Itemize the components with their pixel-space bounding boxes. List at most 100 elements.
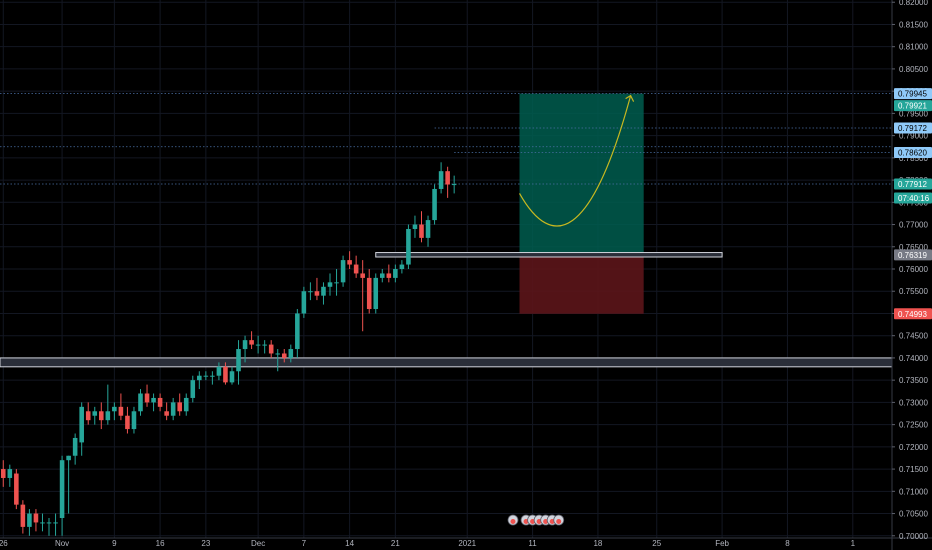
time-tick-label: 18: [593, 539, 602, 548]
candle-body: [0, 469, 6, 478]
price-badge: [894, 122, 932, 134]
price-badge-label: 0.79945: [898, 90, 927, 99]
candle-body: [386, 273, 392, 278]
candle-body: [53, 522, 58, 524]
candle-body: [27, 513, 32, 527]
candle-body: [393, 269, 398, 278]
candle-body: [14, 473, 19, 505]
events-layer: [507, 514, 565, 526]
time-tick-label: Feb: [715, 539, 729, 548]
candle-body: [157, 397, 163, 407]
candle-body: [295, 313, 300, 350]
time-tick-label: 11: [528, 539, 537, 548]
price-tick-label: 0.72000: [899, 443, 928, 452]
price-badge: [894, 147, 932, 159]
candle-body: [99, 411, 104, 421]
candle-body: [373, 277, 379, 310]
grid-layer: [0, 0, 892, 538]
price-tick-label: 0.73500: [899, 376, 928, 385]
candle-body: [59, 460, 65, 518]
time-tick-label: 7: [302, 539, 307, 548]
candle-body: [308, 291, 313, 293]
price-tick-label: 0.81000: [899, 43, 928, 52]
candle-body: [412, 224, 418, 229]
candle-body: [112, 406, 117, 412]
candle-body: [288, 349, 294, 358]
price-badge: [894, 178, 932, 190]
price-tick-label: 0.75500: [899, 287, 928, 296]
price-badge: [894, 308, 932, 320]
price-tick-label: 0.81500: [899, 20, 928, 29]
time-tick-label: 23: [201, 539, 210, 548]
candle-body: [151, 397, 156, 403]
drawings-layer: [518, 94, 635, 227]
candle-body: [432, 188, 437, 221]
price-tick-label: 0.82000: [899, 0, 928, 7]
candle-body: [399, 264, 405, 269]
price-badge: [894, 249, 932, 261]
candle-body: [105, 411, 111, 421]
candle-body: [72, 437, 78, 456]
support-zone: [0, 357, 893, 368]
time-tick-label: 26: [0, 539, 8, 548]
price-badge-label: 07:40:16: [898, 194, 930, 203]
position-loss-zone: [519, 254, 644, 314]
price-badge-label: 0.79921: [898, 102, 927, 111]
time-tick-label: 21: [391, 539, 400, 548]
candle-body: [92, 411, 98, 416]
candle-body: [203, 375, 209, 377]
candle-body: [419, 224, 424, 238]
candle-body: [353, 264, 359, 274]
price-tick-label: 0.79000: [899, 132, 928, 141]
candle-body: [314, 291, 320, 296]
candle-body: [190, 380, 196, 398]
candles-layer: [0, 162, 457, 536]
price-tick-label: 0.70000: [899, 532, 928, 541]
candle-body: [79, 406, 84, 443]
price-tick-label: 0.76500: [899, 243, 928, 252]
time-tick-label: Nov: [55, 539, 69, 548]
candle-body: [406, 228, 411, 265]
candle-body: [144, 393, 150, 403]
candle-body: [223, 366, 228, 383]
price-tick-label: 0.74000: [899, 354, 928, 363]
price-badge-label: 0.78620: [898, 149, 927, 158]
candle-body: [210, 375, 215, 377]
price-badges-layer: 0.79945 0.79921 0.79172 0.78620 0.77912 07:40…: [894, 88, 932, 320]
candle-body: [275, 353, 281, 355]
price-badge-label: 0.76319: [898, 251, 927, 260]
price-tick-label: 0.71500: [899, 465, 928, 474]
time-tick-label: 1: [851, 539, 856, 548]
candle-body: [379, 273, 385, 278]
projection-curve: [518, 95, 632, 227]
candle-body: [281, 353, 287, 358]
candle-body: [66, 455, 71, 461]
candle-body: [255, 344, 261, 346]
candle-body: [20, 504, 26, 527]
candle-body: [334, 282, 339, 284]
time-tick-label: 14: [345, 539, 354, 548]
candle-body: [445, 171, 450, 185]
candle-body: [360, 273, 365, 278]
time-tick-label: 9: [112, 539, 117, 548]
candle-body: [327, 282, 333, 287]
time-tick-label: 16: [156, 539, 165, 548]
price-tick-label: 0.78500: [899, 154, 928, 163]
candle-body: [249, 340, 254, 345]
candle-body: [164, 411, 169, 416]
candle-body: [347, 260, 352, 265]
time-tick-label: Dec: [251, 539, 265, 548]
candle-body: [268, 344, 274, 354]
candle-body: [33, 513, 39, 523]
price-tick-label: 0.80500: [899, 65, 928, 74]
candle-body: [438, 171, 444, 189]
candle-body: [340, 260, 346, 283]
price-badge: [894, 100, 932, 112]
candle-body: [451, 184, 457, 186]
price-badge: [894, 88, 932, 100]
candle-body: [125, 415, 130, 430]
candle-body: [177, 402, 182, 412]
projection-arrow-icon: [625, 94, 635, 102]
